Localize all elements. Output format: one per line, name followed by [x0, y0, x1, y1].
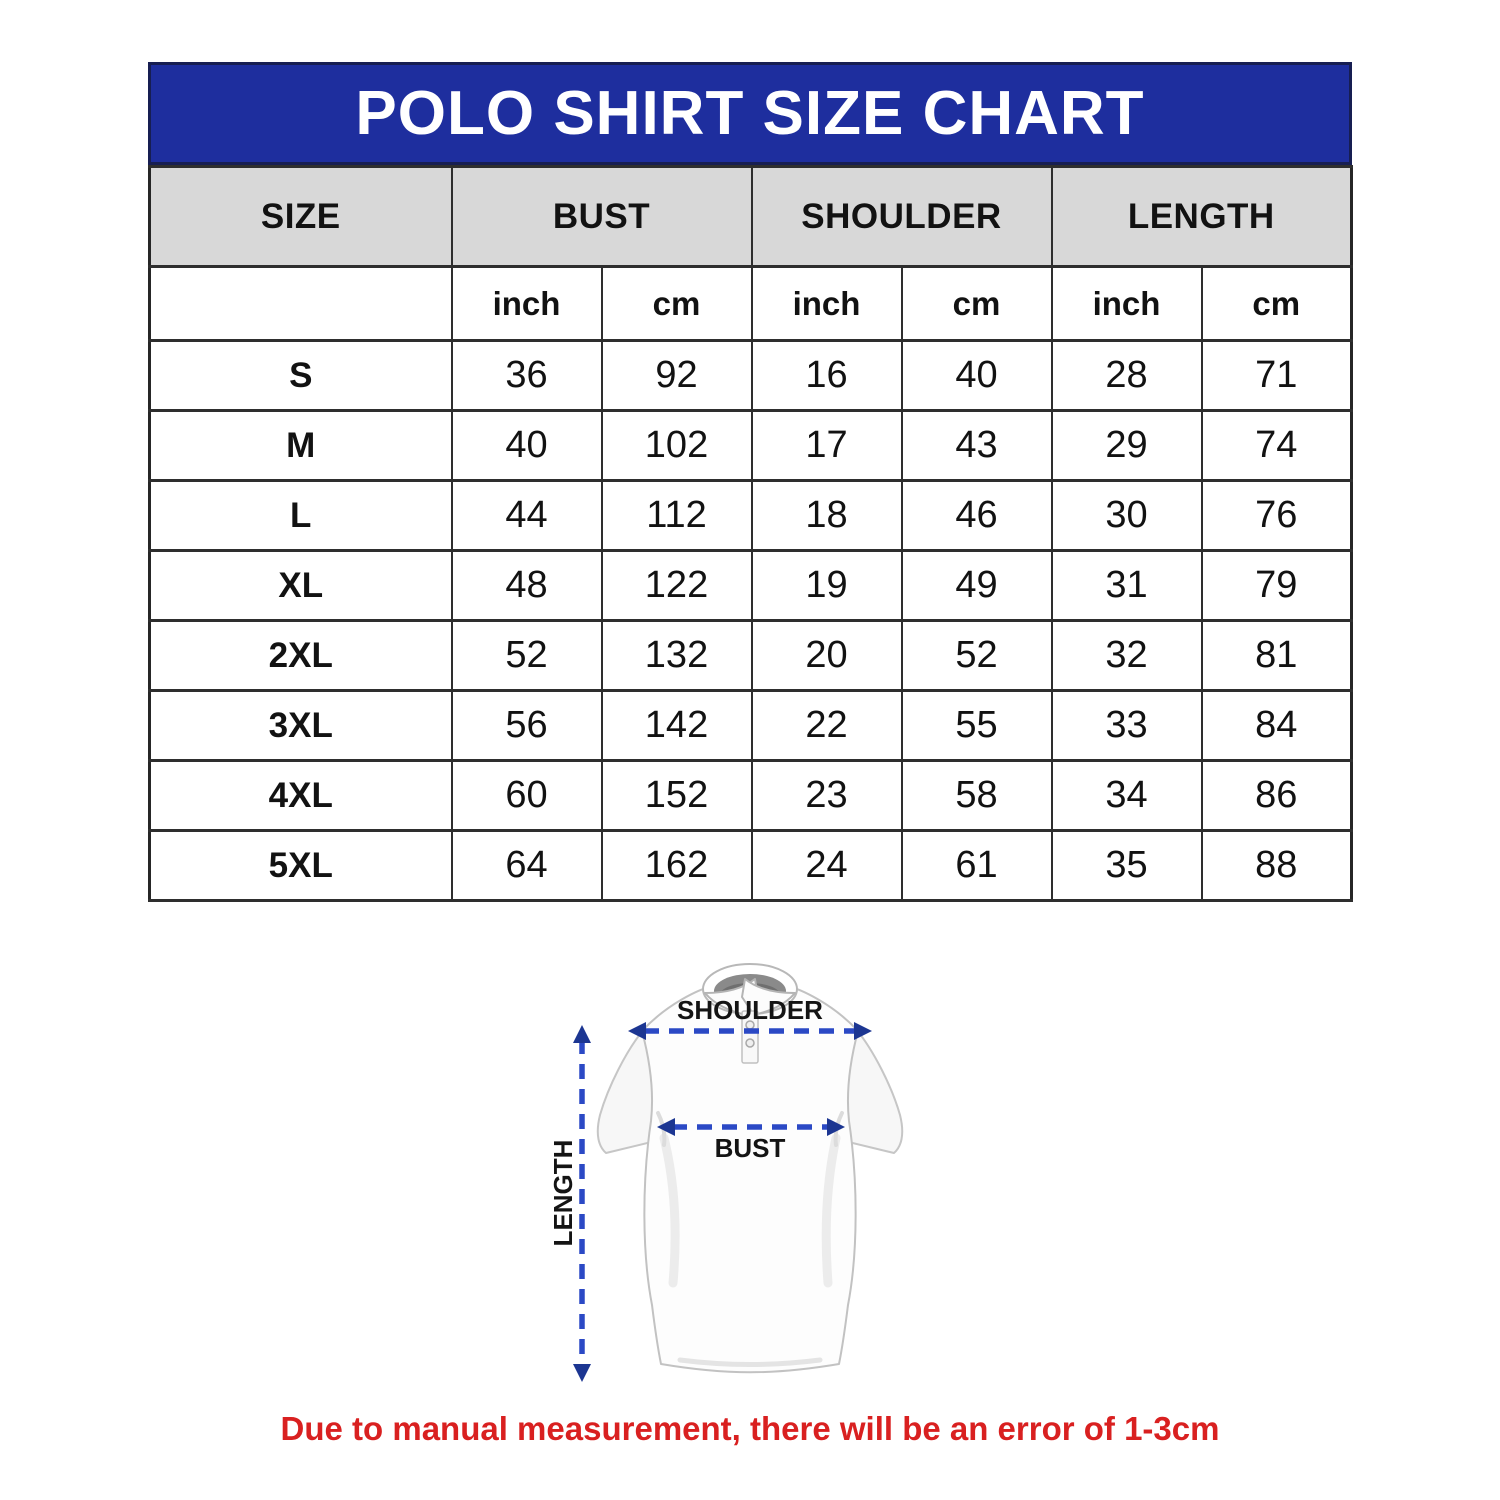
value-cell: 28 — [1050, 339, 1203, 412]
size-label: M — [148, 409, 453, 482]
size-label: 5XL — [148, 829, 453, 902]
table-row-2xl: 2XL 52 132 20 52 32 81 — [148, 619, 1353, 692]
value-cell: 30 — [1050, 479, 1203, 552]
value-cell: 64 — [450, 829, 603, 902]
value-cell: 46 — [900, 479, 1053, 552]
column-header-shoulder: SHOULDER — [750, 165, 1053, 268]
size-label: L — [148, 479, 453, 552]
table-unit-header-row: inch cm inch cm inch cm — [148, 265, 1353, 342]
value-cell: 74 — [1200, 409, 1353, 482]
value-cell: 56 — [450, 689, 603, 762]
polo-shirt-illustration — [596, 963, 904, 1374]
value-cell: 36 — [450, 339, 603, 412]
column-header-length: LENGTH — [1050, 165, 1353, 268]
value-cell: 16 — [750, 339, 903, 412]
value-cell: 88 — [1200, 829, 1353, 902]
value-cell: 44 — [450, 479, 603, 552]
value-cell: 60 — [450, 759, 603, 832]
value-cell: 23 — [750, 759, 903, 832]
table-row-l: L 44 112 18 46 30 76 — [148, 479, 1353, 552]
value-cell: 102 — [600, 409, 753, 482]
value-cell: 40 — [900, 339, 1053, 412]
size-table: SIZE BUST SHOULDER LENGTH inch cm inch c… — [148, 165, 1354, 902]
value-cell: 33 — [1050, 689, 1203, 762]
value-cell: 122 — [600, 549, 753, 622]
column-header-size: SIZE — [148, 165, 453, 268]
value-cell: 132 — [600, 619, 753, 692]
page-title: POLO SHIRT SIZE CHART — [355, 79, 1145, 148]
bust-dimension-label: BUST — [715, 1133, 786, 1163]
value-cell: 48 — [450, 549, 603, 622]
size-label: 3XL — [148, 689, 453, 762]
value-cell: 58 — [900, 759, 1053, 832]
value-cell: 142 — [600, 689, 753, 762]
value-cell: 32 — [1050, 619, 1203, 692]
value-cell: 52 — [450, 619, 603, 692]
size-label: 2XL — [148, 619, 453, 692]
value-cell: 84 — [1200, 689, 1353, 762]
value-cell: 24 — [750, 829, 903, 902]
polo-shirt-diagram: SHOULDER BUST LENGTH — [548, 963, 904, 1382]
value-cell: 31 — [1050, 549, 1203, 622]
value-cell: 79 — [1200, 549, 1353, 622]
unit-header-bust-cm: cm — [600, 265, 753, 342]
value-cell: 29 — [1050, 409, 1203, 482]
value-cell: 162 — [600, 829, 753, 902]
chart-title-banner: POLO SHIRT SIZE CHART — [148, 62, 1352, 165]
unit-header-length-inch: inch — [1050, 265, 1203, 342]
table-group-header-row: SIZE BUST SHOULDER LENGTH — [148, 165, 1353, 268]
value-cell: 152 — [600, 759, 753, 832]
value-cell: 81 — [1200, 619, 1353, 692]
arrowheads — [573, 1022, 872, 1382]
unit-header-length-cm: cm — [1200, 265, 1353, 342]
value-cell: 19 — [750, 549, 903, 622]
unit-header-shoulder-inch: inch — [750, 265, 903, 342]
button — [745, 1038, 755, 1048]
value-cell: 76 — [1200, 479, 1353, 552]
table-row-5xl: 5XL 64 162 24 61 35 88 — [148, 829, 1353, 902]
value-cell: 35 — [1050, 829, 1203, 902]
value-cell: 86 — [1200, 759, 1353, 832]
value-cell: 55 — [900, 689, 1053, 762]
table-row-s: S 36 92 16 40 28 71 — [148, 339, 1353, 412]
value-cell: 52 — [900, 619, 1053, 692]
table-row-m: M 40 102 17 43 29 74 — [148, 409, 1353, 482]
measurement-arrows — [579, 1028, 856, 1368]
value-cell: 20 — [750, 619, 903, 692]
size-label: S — [148, 339, 453, 412]
size-label: XL — [148, 549, 453, 622]
measurement-disclaimer: Due to manual measurement, there will be… — [280, 1410, 1220, 1447]
unit-header-shoulder-cm: cm — [900, 265, 1053, 342]
table-row-3xl: 3XL 56 142 22 55 33 84 — [148, 689, 1353, 762]
shoulder-dimension-label: SHOULDER — [677, 995, 823, 1025]
value-cell: 17 — [750, 409, 903, 482]
value-cell: 61 — [900, 829, 1053, 902]
value-cell: 71 — [1200, 339, 1353, 412]
length-dimension-label: LENGTH — [548, 1140, 578, 1247]
table-row-xl: XL 48 122 19 49 31 79 — [148, 549, 1353, 622]
value-cell: 40 — [450, 409, 603, 482]
value-cell: 92 — [600, 339, 753, 412]
unit-header-bust-inch: inch — [450, 265, 603, 342]
value-cell: 43 — [900, 409, 1053, 482]
empty-corner-cell — [148, 265, 453, 342]
value-cell: 18 — [750, 479, 903, 552]
size-label: 4XL — [148, 759, 453, 832]
table-row-4xl: 4XL 60 152 23 58 34 86 — [148, 759, 1353, 832]
value-cell: 112 — [600, 479, 753, 552]
value-cell: 34 — [1050, 759, 1203, 832]
value-cell: 22 — [750, 689, 903, 762]
value-cell: 49 — [900, 549, 1053, 622]
column-header-bust: BUST — [450, 165, 753, 268]
